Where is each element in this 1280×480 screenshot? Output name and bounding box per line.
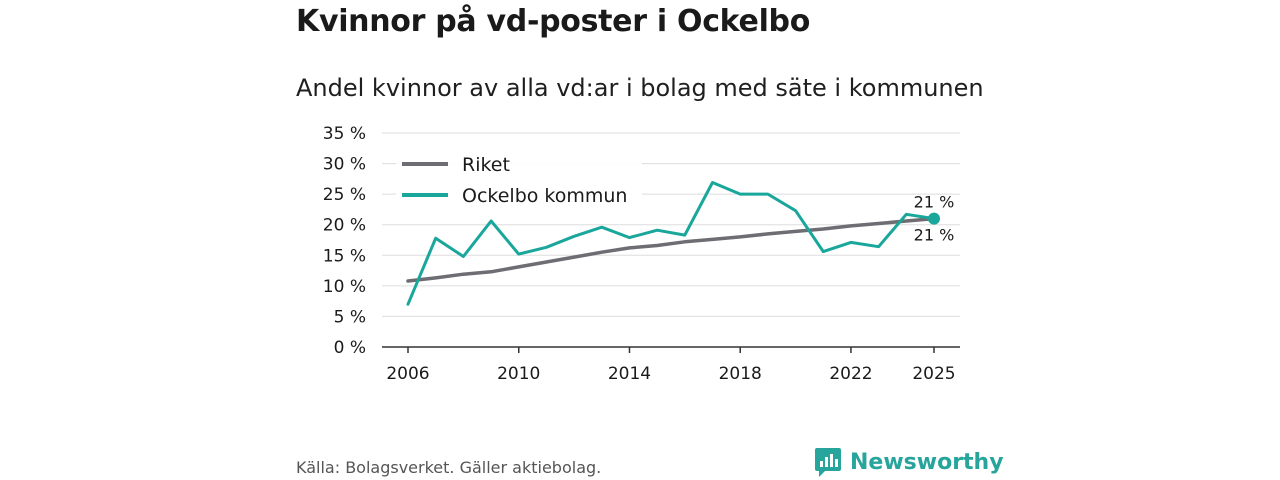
riket-end-label: 21 % xyxy=(914,226,955,245)
brand-logo[interactable]: Newsworthy xyxy=(814,446,1004,478)
x-tick-label: 2022 xyxy=(829,364,872,384)
ockelbo-end-marker xyxy=(928,212,940,225)
brand-name: Newsworthy xyxy=(850,449,1004,475)
riket-line xyxy=(406,216,936,283)
chart-title: Kvinnor på vd-poster i Ockelbo xyxy=(296,4,811,39)
ockelbo-line xyxy=(406,181,936,306)
x-tick-label: 2018 xyxy=(719,364,762,384)
ockelbo-end-label: 21 % xyxy=(914,193,955,212)
source-note: Källa: Bolagsverket. Gäller aktiebolag. xyxy=(296,458,602,477)
y-tick-label: 35 % xyxy=(323,124,366,144)
x-tick-label: 2025 xyxy=(912,364,955,384)
y-tick-label: 30 % xyxy=(323,155,366,175)
newsworthy-logo-icon xyxy=(815,448,841,477)
y-tick-label: 15 % xyxy=(323,246,366,266)
y-tick-label: 5 % xyxy=(334,307,366,327)
y-tick-label: 10 % xyxy=(323,277,366,297)
x-tick-label: 2014 xyxy=(608,364,651,384)
y-tick-label: 25 % xyxy=(323,185,366,205)
y-tick-label: 20 % xyxy=(323,216,366,236)
legend-label: Ockelbo kommun xyxy=(462,185,627,207)
x-tick-label: 2010 xyxy=(497,364,540,384)
y-tick-label: 0 % xyxy=(334,338,366,358)
legend-label: Riket xyxy=(462,154,510,176)
chart-subtitle: Andel kvinnor av alla vd:ar i bolag med … xyxy=(296,74,984,102)
line-chart: 0 % 5 % 10 % 15 % 20 % 25 % 30 % 35 % 2006 2010 20… xyxy=(323,124,960,384)
legend-background xyxy=(396,150,642,214)
x-tick-label: 2006 xyxy=(386,364,429,384)
